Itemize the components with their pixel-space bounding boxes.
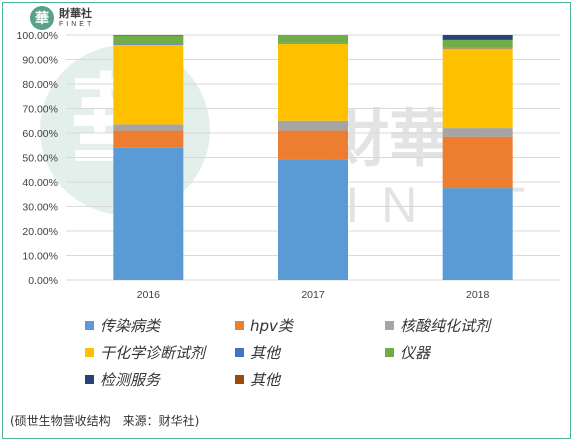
y-tick-label: 40.00% (22, 177, 58, 189)
bar-segment (278, 43, 348, 121)
legend-label: 其他 (250, 371, 281, 389)
legend-label: 传染病类 (100, 317, 161, 335)
legend-swatch (235, 375, 244, 384)
legend-item: 其他 (235, 342, 280, 363)
legend-swatch (85, 375, 94, 384)
bar-segment (442, 48, 513, 129)
y-tick-label: 100.00% (17, 30, 58, 42)
brand-name-en: FINET (59, 21, 95, 28)
x-tick-label: 2016 (137, 289, 161, 301)
legend-item: 干化学诊断试剂 (85, 342, 205, 363)
bars (113, 35, 513, 280)
legend-swatch (235, 321, 244, 330)
y-tick-label: 0.00% (28, 275, 58, 287)
bar-segment (442, 39, 513, 48)
bar-segment (442, 188, 513, 280)
y-tick-label: 80.00% (22, 79, 58, 91)
bar-segment (278, 42, 348, 44)
y-tick-label: 70.00% (22, 104, 58, 116)
y-tick-label: 30.00% (22, 202, 58, 214)
legend-item: 核酸纯化试剂 (385, 315, 490, 336)
legend-item: 传染病类 (85, 315, 160, 336)
x-tick-label: 2017 (301, 289, 325, 301)
bar-segment (442, 35, 513, 40)
x-axis: 2016 2017 2018 (137, 289, 490, 301)
bar-segment (113, 44, 184, 45)
brand-name: 財華社 (59, 7, 92, 20)
legend-label: hpv类 (250, 317, 293, 335)
bar-segment (113, 147, 184, 280)
y-axis: 0.00% 10.00% 20.00% 30.00% 40.00% 50.00% 60.00… (17, 30, 58, 287)
legend-swatch (385, 321, 394, 330)
bar-segment (442, 128, 513, 137)
bar-segment (442, 136, 513, 189)
y-tick-label: 20.00% (22, 226, 58, 238)
legend-swatch (385, 348, 394, 357)
bar-segment (442, 47, 513, 49)
bar-segment (113, 44, 184, 125)
legend-swatch (85, 321, 94, 330)
legend-swatch (85, 348, 94, 357)
brand-mark-icon: 華 (30, 6, 54, 30)
legend-item: 仪器 (385, 342, 430, 363)
y-tick-label: 60.00% (22, 128, 58, 140)
bar-segment (113, 124, 184, 131)
legend-label: 其他 (250, 344, 281, 362)
bar-segment (278, 130, 348, 160)
legend-item: 检测服务 (85, 369, 160, 390)
legend-item: hpv类 (235, 315, 293, 336)
brand-logo: 華 財華社 FINET (30, 6, 94, 30)
legend-swatch (235, 348, 244, 357)
x-tick-label: 2018 (466, 289, 490, 301)
y-tick-label: 50.00% (22, 153, 58, 165)
y-tick-label: 10.00% (22, 251, 58, 263)
legend-label: 核酸纯化试剂 (400, 317, 491, 335)
bar-segment (278, 159, 348, 280)
legend-label: 仪器 (400, 344, 431, 362)
y-tick-label: 90.00% (22, 55, 58, 67)
legend-item: 其他 (235, 369, 280, 390)
bar-segment (113, 130, 184, 148)
chart-caption: (硕世生物营收结构 来源：财华社) (10, 414, 200, 428)
bar-segment (278, 120, 348, 131)
legend-label: 检测服务 (100, 371, 161, 389)
bar-segment (278, 35, 348, 43)
legend-label: 干化学诊断试剂 (100, 344, 206, 362)
bar-segment (113, 35, 184, 45)
